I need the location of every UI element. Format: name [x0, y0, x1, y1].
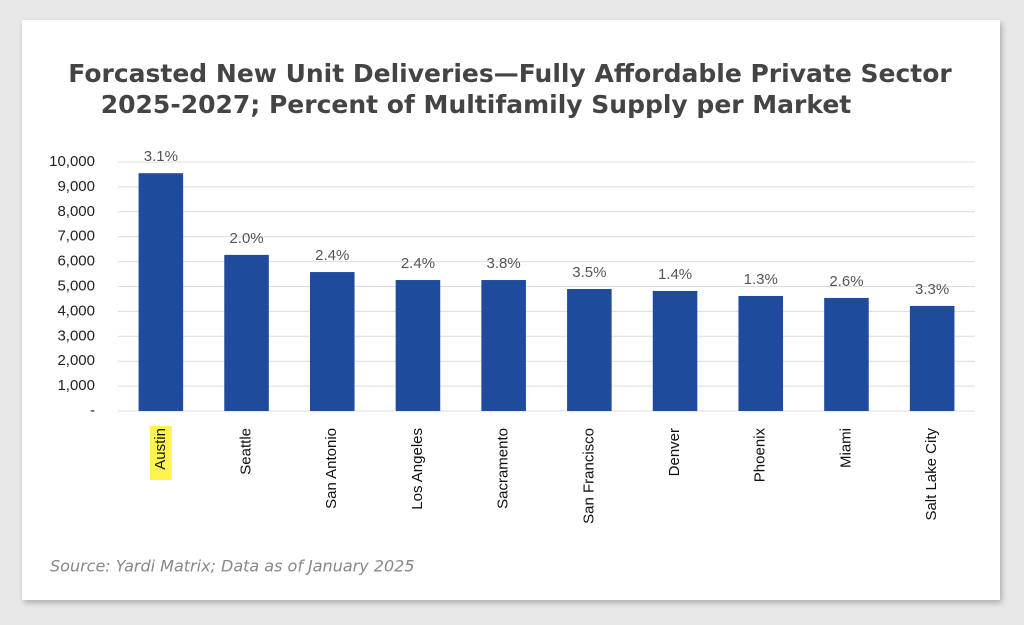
percent-label: 2.0% [229, 230, 263, 247]
percent-label: 3.5% [572, 264, 606, 281]
y-tick-label: 2,000 [57, 352, 95, 369]
x-tick: Phoenix [752, 428, 769, 483]
percent-label: 3.3% [915, 281, 949, 298]
bar [138, 173, 184, 411]
percent-label: 2.6% [829, 273, 863, 290]
bar [309, 272, 355, 411]
bar [738, 295, 784, 411]
x-tick-label: Los Angeles [409, 428, 426, 510]
x-tick: Los Angeles [409, 428, 426, 510]
y-tick-label: 8,000 [57, 203, 95, 220]
y-tick-label: - [90, 402, 95, 419]
chart-title: Forcasted New Unit Deliveries—Fully Affo… [68, 59, 952, 88]
x-tick: Sacramento [495, 428, 512, 509]
y-tick-label: 4,000 [57, 302, 95, 319]
x-tick: Denver [666, 428, 683, 476]
y-tick-label: 1,000 [57, 377, 95, 394]
x-tick-label: Seattle [238, 428, 255, 475]
x-tick-label: Sacramento [495, 428, 512, 509]
x-tick-label: San Antonio [323, 428, 340, 509]
y-tick-label: 5,000 [57, 277, 95, 294]
percent-label: 3.8% [487, 255, 521, 272]
x-tick: Seattle [238, 428, 255, 475]
x-tick: San Antonio [323, 428, 340, 509]
bar [395, 280, 441, 411]
highlight [149, 426, 172, 480]
bar [652, 290, 698, 411]
percent-label: 1.3% [744, 271, 778, 288]
bar [824, 297, 869, 411]
x-tick: Miami [837, 428, 854, 468]
y-tick-label: 9,000 [57, 178, 95, 195]
x-tick-label: Miami [837, 428, 854, 468]
percent-label: 2.4% [315, 247, 349, 264]
bar [567, 288, 612, 411]
x-tick-label: San Francisco [580, 428, 597, 524]
x-tick-label: Austin [152, 428, 169, 470]
x-tick-label: Denver [666, 428, 683, 476]
chart-title: 2025-2027; Percent of Multifamily Supply… [101, 90, 852, 119]
bar [224, 254, 269, 411]
x-tick: Salt Lake City [923, 428, 940, 521]
y-tick-label: 7,000 [57, 228, 95, 245]
percent-label: 1.4% [658, 266, 692, 283]
y-tick-label: 6,000 [57, 253, 95, 270]
y-tick-label: 10,000 [49, 153, 95, 170]
bar [909, 305, 955, 411]
percent-label: 2.4% [401, 255, 435, 272]
bar [481, 280, 526, 411]
source: Source: Yardi Matrix; Data as of January… [50, 557, 415, 576]
x-tick-label: Phoenix [752, 428, 769, 483]
x-tick: Austin [149, 426, 172, 480]
y-tick-label: 3,000 [57, 327, 95, 344]
x-tick-label: Salt Lake City [923, 428, 940, 521]
percent-label: 3.1% [144, 148, 178, 165]
x-tick: San Francisco [580, 428, 597, 524]
